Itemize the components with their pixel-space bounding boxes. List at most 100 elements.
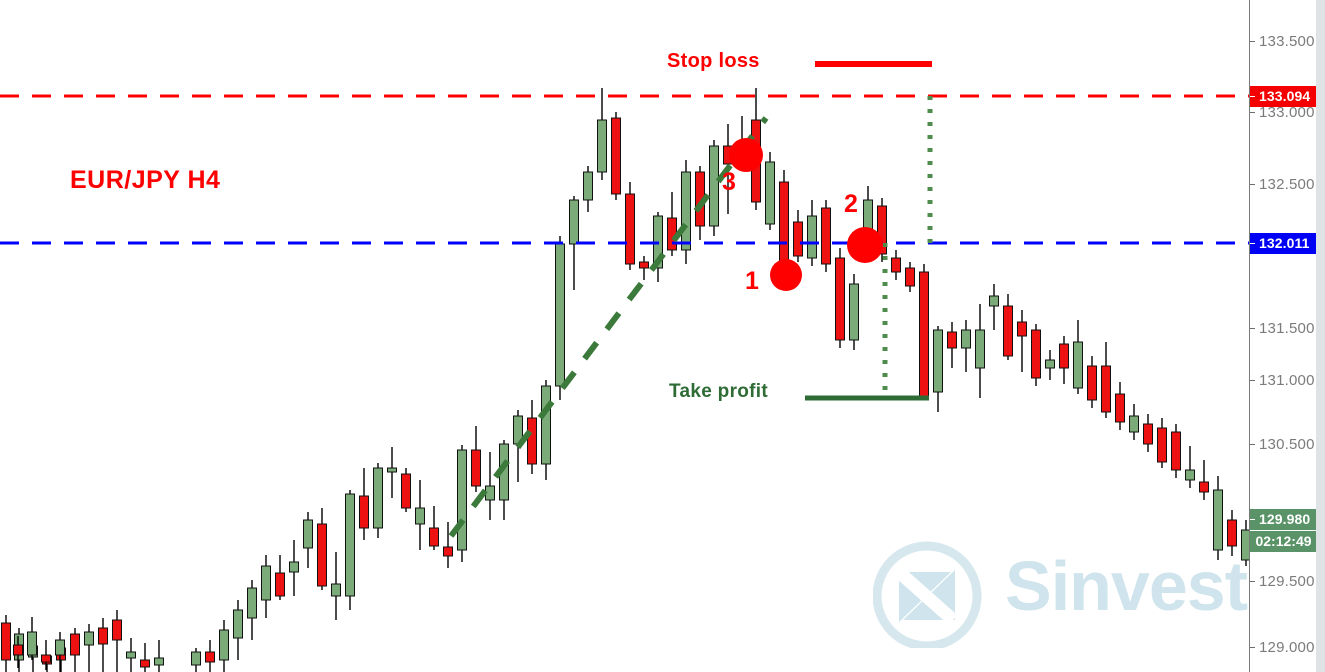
candlestick (975, 304, 985, 398)
candlestick (1213, 476, 1223, 560)
candlestick (1059, 336, 1069, 384)
candlestick (317, 508, 327, 590)
candle-body (1241, 529, 1249, 561)
candle-body (70, 633, 80, 656)
candle-body (1185, 469, 1195, 481)
candle-body (821, 207, 831, 265)
candlestick (1073, 320, 1083, 394)
candle-body (1115, 393, 1125, 423)
candle-body (989, 295, 999, 307)
candlestick (765, 152, 775, 230)
candle-body (947, 331, 957, 349)
tick-mark (1250, 184, 1255, 185)
candlestick (1115, 382, 1125, 430)
candlestick (219, 620, 229, 672)
candlestick (1017, 310, 1027, 372)
candle-body (154, 657, 164, 666)
candle-body (140, 659, 150, 668)
candlestick (443, 522, 453, 568)
take-profit-label: Take profit (669, 381, 769, 402)
candle-body (709, 145, 719, 227)
candlestick (345, 490, 355, 610)
candle-body (1087, 365, 1097, 401)
candle-body (1213, 489, 1223, 551)
signal-marker-1[interactable] (770, 259, 802, 291)
candle-body (835, 257, 845, 341)
candle-body (1101, 365, 1111, 413)
candle-body (191, 651, 201, 666)
candlestick (611, 112, 621, 200)
candlestick (275, 555, 285, 600)
candlestick (303, 512, 313, 568)
candle-body (905, 267, 915, 287)
candle-body (443, 546, 453, 557)
candle-body (681, 171, 691, 251)
candlestick (933, 326, 943, 412)
candle-body (112, 619, 122, 641)
candlestick (387, 447, 397, 498)
candle-body (1003, 305, 1013, 357)
candle-body (359, 495, 369, 529)
candlestick (583, 166, 593, 212)
candlestick (233, 600, 243, 660)
signal-marker-2[interactable] (847, 227, 883, 263)
last-price: 129.980 (1250, 509, 1317, 530)
flag-tick (1250, 243, 1255, 244)
tick-mark (1250, 41, 1255, 42)
candlestick (905, 262, 915, 292)
candle-body (401, 473, 411, 509)
candle-body (1129, 415, 1139, 433)
candlestick (1185, 446, 1195, 488)
candle-body (1171, 431, 1181, 471)
candle-body (1059, 343, 1069, 369)
tick-mark (1250, 380, 1255, 381)
candle-body (625, 193, 635, 265)
chart-plot-area[interactable]: Sinvest.vn EUR/JPY H4 Stop loss Take pro… (0, 0, 1249, 672)
candlestick (877, 198, 887, 262)
candle-body (289, 561, 299, 573)
candlestick (1241, 520, 1249, 566)
candle-body (1199, 481, 1209, 493)
candle-body (961, 329, 971, 349)
candlestick (597, 88, 607, 180)
candlestick (126, 638, 136, 672)
candlestick (639, 256, 649, 280)
candlestick (191, 648, 201, 672)
candlestick (709, 140, 719, 236)
candlestick (569, 196, 579, 290)
candle-body (331, 583, 341, 597)
tick-label: 133.500 (1259, 33, 1315, 50)
price-axis[interactable]: 133.500 133.000 132.500 131.500 131.000 130.5… (1249, 0, 1325, 672)
candle-body (373, 467, 383, 529)
candlestick (1101, 342, 1111, 418)
candlestick (205, 640, 215, 672)
candle-body (849, 283, 859, 341)
signal-marker-label-1: 1 (745, 267, 759, 295)
price-axis-scrollbar[interactable] (1316, 0, 1325, 672)
tick-label: 133.000 (1259, 104, 1315, 121)
candlestick (112, 610, 122, 672)
signal-marker-3[interactable] (729, 138, 763, 172)
flag-tick (1250, 96, 1255, 97)
candlestick (41, 640, 51, 670)
flag-tick (1250, 519, 1255, 520)
candle-body (541, 385, 551, 465)
candle-body (793, 221, 803, 257)
candle-body (275, 572, 285, 597)
candle-body (975, 329, 985, 369)
candle-body (765, 161, 775, 225)
candle-body (1143, 423, 1153, 445)
candlestick (1031, 324, 1041, 386)
tick-mark (1250, 444, 1255, 445)
candle-body (1227, 519, 1237, 547)
candlestick (27, 617, 37, 660)
candle-body (1045, 359, 1055, 369)
candle-body (1157, 427, 1167, 463)
candle-body (527, 417, 537, 465)
candlestick (84, 624, 94, 672)
entry-price: 132.011 (1250, 233, 1317, 254)
candlestick (373, 463, 383, 538)
candlestick (70, 628, 80, 672)
candlestick (415, 480, 425, 550)
